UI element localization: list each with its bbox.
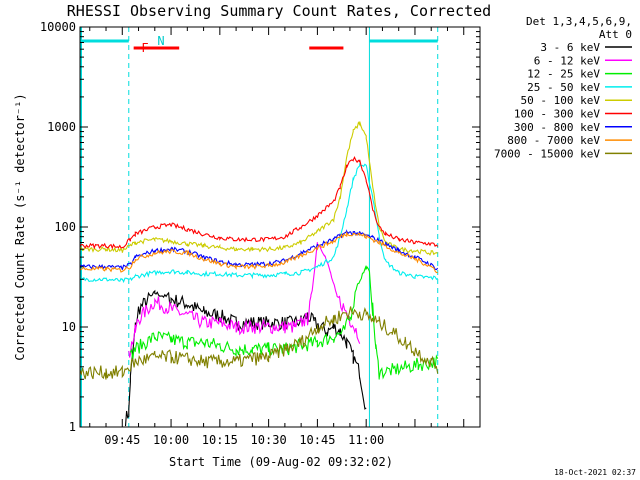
series-line — [79, 306, 439, 380]
x-axis-label: Start Time (09-Aug-02 09:32:02) — [169, 455, 393, 469]
x-tick-label: 10:00 — [153, 433, 189, 447]
series-line — [124, 289, 367, 427]
footer-timestamp: 18-Oct-2021 02:37 — [554, 468, 636, 477]
legend-header-1: Det 1,3,4,5,6,9, — [526, 15, 632, 28]
legend-label: 3 - 6 keV — [540, 41, 600, 54]
legend-label: 12 - 25 keV — [527, 68, 600, 81]
legend-label: 300 - 800 keV — [514, 121, 600, 134]
legend-label: 100 - 300 keV — [514, 108, 600, 121]
legend-label: 25 - 50 keV — [527, 81, 600, 94]
legend-label: 7000 - 15000 keV — [494, 147, 600, 160]
flare-flag-label: F — [141, 41, 148, 55]
x-axis: 09:45 10:00 10:15 10:30 10:45 11:00 — [89, 27, 465, 447]
y-tick-label: 1 — [69, 420, 76, 434]
series-line — [79, 231, 438, 274]
chart-title: RHESSI Observing Summary Count Rates, Co… — [67, 2, 491, 20]
y-tick-label: 10000 — [40, 20, 76, 34]
legend-label: 50 - 100 keV — [521, 94, 601, 107]
x-tick-label: 09:45 — [104, 433, 140, 447]
plot-frame — [79, 26, 481, 428]
y-axis: 1 10 100 1000 10000 — [40, 20, 480, 434]
y-tick-label: 1000 — [47, 120, 76, 134]
legend-label: 800 - 7000 keV — [507, 134, 600, 147]
night-flag-label: N — [157, 34, 164, 48]
x-tick-label: 10:45 — [299, 433, 335, 447]
x-tick-label: 10:30 — [251, 433, 287, 447]
y-tick-label: 100 — [54, 220, 76, 234]
series-line — [79, 155, 439, 250]
flag-layer — [80, 27, 439, 427]
series-line — [128, 242, 361, 358]
y-tick-label: 10 — [62, 320, 76, 334]
x-tick-label: 11:00 — [348, 433, 384, 447]
series-line — [79, 162, 438, 284]
series-line — [79, 121, 438, 256]
legend-header-2: Att 0 — [599, 28, 632, 41]
series-line — [129, 265, 439, 380]
legend-label: 6 - 12 keV — [534, 54, 601, 67]
series-layer — [79, 121, 439, 427]
x-tick-label: 10:15 — [202, 433, 238, 447]
y-axis-label: Corrected Count Rate (s⁻¹ detector⁻¹) — [13, 93, 27, 360]
